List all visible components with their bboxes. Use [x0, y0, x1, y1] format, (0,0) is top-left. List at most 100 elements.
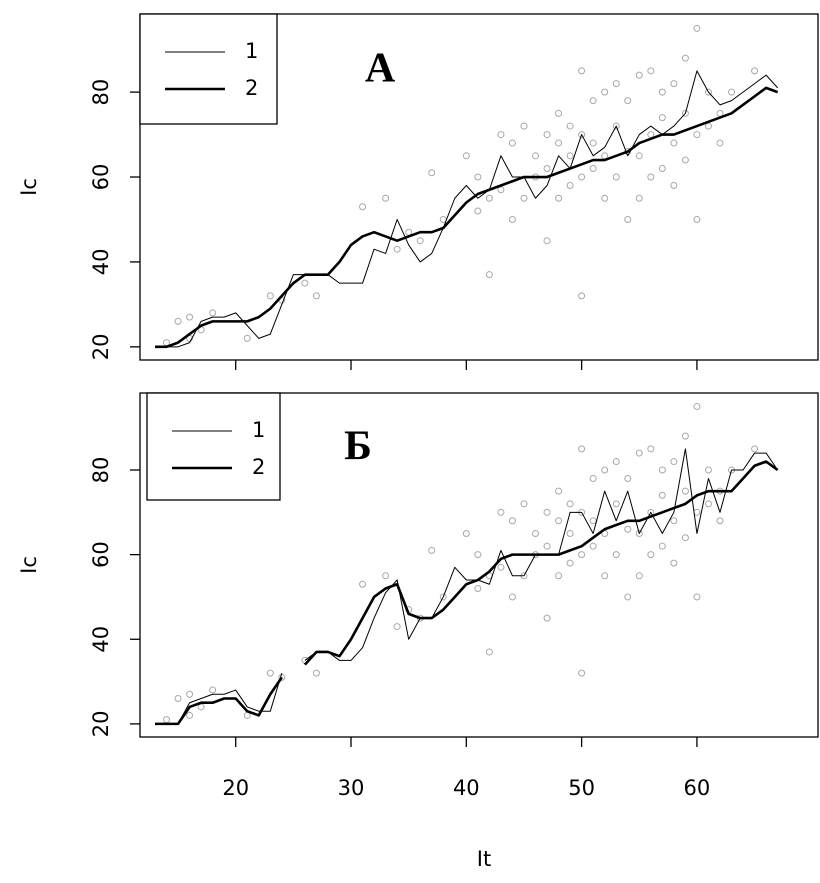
data-point [428, 169, 436, 177]
data-point [508, 517, 516, 525]
data-point [508, 139, 516, 147]
data-point [612, 551, 620, 559]
data-point [589, 139, 597, 147]
x-tick-label: 20 [222, 776, 249, 800]
data-point [635, 71, 643, 79]
data-point [681, 534, 689, 542]
data-point [693, 593, 701, 601]
data-point [693, 24, 701, 32]
data-point [601, 572, 609, 580]
plot-frame [139, 13, 819, 361]
data-point [589, 517, 597, 525]
data-point [266, 292, 274, 300]
legend-label: 2 [245, 76, 258, 100]
legend-label: 1 [245, 39, 258, 63]
data-point [681, 487, 689, 495]
data-point [670, 517, 678, 525]
y-tick-label: 20 [89, 333, 113, 360]
data-point [174, 317, 182, 325]
data-point [578, 551, 586, 559]
data-point [681, 109, 689, 117]
data-point [209, 309, 217, 317]
data-point [301, 279, 309, 287]
data-point [751, 445, 759, 453]
data-point [439, 593, 447, 601]
data-point [359, 203, 367, 211]
data-point [428, 546, 436, 554]
data-point [186, 711, 194, 719]
data-point [681, 156, 689, 164]
series-line [154, 70, 779, 348]
data-point [312, 292, 320, 300]
data-point [532, 152, 539, 160]
data-point [693, 131, 701, 139]
data-point [462, 529, 470, 537]
data-point [474, 207, 482, 215]
x-tick-label: 40 [453, 776, 480, 800]
data-point [589, 165, 597, 173]
legend-label: 2 [252, 455, 265, 479]
plot-frame [139, 392, 819, 738]
data-point [497, 508, 505, 516]
data-point [601, 466, 609, 474]
y-axis-label: Ic [17, 556, 41, 574]
data-point [555, 487, 563, 495]
data-point [566, 152, 574, 160]
data-point [566, 559, 574, 567]
panel-title: А [365, 46, 396, 92]
data-point [658, 88, 666, 96]
data-point [555, 194, 563, 202]
data-point [589, 474, 597, 482]
y-tick-label: 40 [89, 626, 113, 653]
data-point [566, 122, 574, 130]
data-point [647, 445, 655, 453]
data-point [393, 623, 401, 631]
y-tick-label: 80 [89, 457, 113, 484]
data-point [312, 669, 320, 677]
data-point [751, 67, 759, 75]
data-point [520, 122, 528, 130]
data-point [635, 152, 643, 160]
data-point [647, 67, 655, 75]
data-point [485, 648, 493, 656]
data-point [393, 245, 401, 253]
series-line [154, 460, 779, 726]
data-point [474, 551, 482, 559]
data-point [485, 271, 493, 279]
data-point [635, 572, 643, 580]
data-point [624, 215, 632, 223]
data-point [497, 131, 505, 139]
data-point [359, 580, 367, 588]
data-point [566, 182, 574, 190]
data-point [543, 508, 551, 516]
y-tick-label: 80 [89, 79, 113, 106]
data-point [543, 165, 551, 173]
data-point [555, 139, 563, 147]
y-axis-label: Ic [17, 178, 41, 196]
x-tick-label: 30 [338, 776, 365, 800]
data-point [543, 131, 551, 139]
data-point [578, 67, 586, 75]
data-point [416, 237, 424, 245]
data-point [266, 669, 274, 677]
data-point [508, 215, 516, 223]
data-point [716, 517, 724, 525]
data-point [612, 80, 620, 88]
data-point [382, 572, 390, 580]
data-point [578, 131, 586, 139]
data-point [647, 551, 655, 559]
data-point [635, 449, 643, 457]
data-point [670, 559, 678, 567]
data-point [474, 173, 482, 181]
y-tick-label: 60 [89, 164, 113, 191]
data-point [578, 669, 586, 677]
x-tick-label: 60 [684, 776, 711, 800]
series-line [154, 86, 779, 349]
data-point [624, 97, 632, 105]
data-point [635, 529, 643, 537]
panel-title: Б [344, 424, 372, 470]
y-tick-label: 60 [89, 541, 113, 568]
data-point [163, 716, 171, 724]
data-point [670, 458, 678, 466]
data-point [566, 529, 574, 537]
